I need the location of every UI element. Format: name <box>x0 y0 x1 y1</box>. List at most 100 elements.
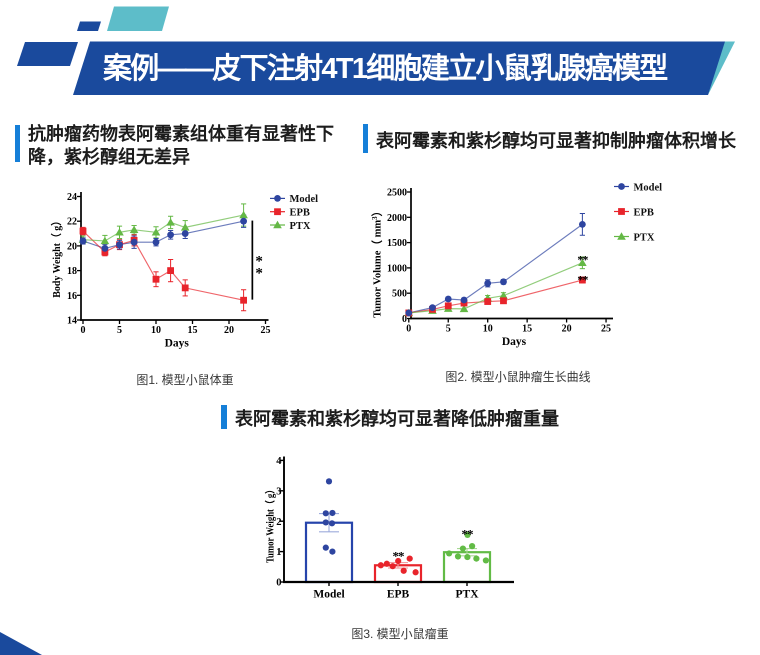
figure2-tumor-volume-chart: 0 500 1000 1500 2000 2500 0 5 10 15 20 25 Days Tumor … <box>371 182 663 348</box>
y-tick-label: 2000 <box>387 213 407 224</box>
marker-triangle <box>100 236 110 245</box>
legend-label-PTX: PTX <box>290 221 311 232</box>
category-label-EPB: EPB <box>387 589 410 601</box>
scatter-dot-PTX <box>469 543 476 550</box>
legend-label-EPB: EPB <box>634 207 654 218</box>
x-axis-title: Days <box>165 338 190 350</box>
figure1-body-weight-chart: 14 16 18 20 22 24 0 5 10 15 20 25 Days Body Weight（ g… <box>50 192 318 350</box>
section1-title-line2: 降，紫杉醇组无差异 <box>28 146 190 167</box>
series-line-PTX <box>82 214 244 242</box>
scatter-dot-Model <box>322 544 329 551</box>
marker-triangle <box>617 232 626 240</box>
y-tick-label: 0 <box>276 578 281 589</box>
x-tick-label: 5 <box>446 324 451 335</box>
significance-stars: * <box>255 266 262 282</box>
marker-triangle <box>129 225 139 234</box>
scatter-dot-EPB <box>395 557 402 565</box>
y-axis-title: Tumor Weight（ g） <box>264 485 277 563</box>
y-tick-label: 2500 <box>387 188 407 199</box>
marker-circle <box>240 217 248 225</box>
marker-square <box>618 208 625 215</box>
marker-circle <box>618 183 625 190</box>
scatter-dot-PTX <box>454 553 462 560</box>
category-label-Model: Model <box>313 589 344 601</box>
marker-triangle <box>151 228 161 236</box>
marker-circle <box>500 278 507 286</box>
y-tick-label: 4 <box>276 456 282 467</box>
x-tick-label: 0 <box>81 325 86 336</box>
scatter-dot-EPB <box>400 567 407 574</box>
x-tick-label: 5 <box>117 325 122 336</box>
header-decoration <box>17 6 735 95</box>
x-tick-label: 10 <box>483 324 493 335</box>
marker-triangle <box>115 228 124 236</box>
y-tick-label: 1000 <box>387 263 407 274</box>
x-tick-label: 25 <box>601 324 611 335</box>
legend-label-Model: Model <box>634 182 663 193</box>
scatter-dot-PTX <box>482 557 489 564</box>
deco-small-parallelogram <box>77 21 101 31</box>
marker-square <box>444 302 452 310</box>
figure2-caption: 图2. 模型小鼠肿瘤生长曲线 <box>445 370 591 384</box>
marker-circle <box>181 230 189 237</box>
marker-circle <box>79 237 87 245</box>
figure3-caption: 图3. 模型小鼠瘤重 <box>351 627 449 641</box>
x-tick-label: 20 <box>562 324 572 335</box>
marker-circle <box>578 220 586 228</box>
marker-circle <box>116 241 123 249</box>
marker-triangle <box>239 210 248 219</box>
scatter-dot-PTX <box>464 553 471 561</box>
x-tick-label: 15 <box>188 325 198 336</box>
y-tick-label: 18 <box>67 266 77 277</box>
deco-teal-parallelogram <box>107 6 169 31</box>
marker-square <box>274 208 281 216</box>
section2-accent-bar <box>363 124 368 153</box>
marker-triangle <box>180 223 190 231</box>
marker-circle <box>444 295 452 303</box>
corner-triangle <box>0 632 42 655</box>
scatter-dot-Model <box>325 478 333 485</box>
figure3-tumor-weight-chart: 0 1 2 3 4 Model EPB PTX Tumor Weight（ g） ** ** <box>264 456 514 601</box>
y-tick-label: 20 <box>67 241 77 252</box>
y-tick-label: 24 <box>67 192 77 203</box>
legend-label-PTX: PTX <box>634 232 655 243</box>
section3-title: 表阿霉素和紫杉醇均可显著降低肿瘤重量 <box>235 408 559 429</box>
section1-accent-bar <box>15 125 20 162</box>
scatter-dot-PTX <box>459 545 466 552</box>
marker-square <box>79 227 87 235</box>
marker-triangle <box>273 220 282 229</box>
scatter-dot-PTX <box>446 550 453 557</box>
section1-title-line1: 抗肿瘤药物表阿霉素组体重有显著性下 <box>28 124 334 144</box>
legend-label-EPB: EPB <box>290 208 310 219</box>
y-tick-label: 3 <box>276 486 281 497</box>
y-axis-title: Tumor Volume（ mm3） <box>371 206 384 318</box>
marker-square <box>484 298 492 305</box>
scatter-dot-EPB <box>412 569 419 576</box>
marker-circle <box>101 244 109 252</box>
y-tick-label: 22 <box>67 217 77 228</box>
x-axis-title: Days <box>502 336 527 348</box>
section1-title: 抗肿瘤药物表阿霉素组体重有显著性下 降，紫杉醇组无差异 <box>28 123 334 168</box>
banner-teal-sliver <box>708 41 735 95</box>
scatter-dot-Model <box>322 510 329 517</box>
scatter-dot-EPB <box>377 562 384 569</box>
bar-Model <box>304 521 354 584</box>
x-tick-label: 10 <box>151 325 161 336</box>
banner-shape <box>73 41 725 95</box>
marker-square <box>181 284 189 292</box>
y-axis-title: Body Weight（ g） <box>50 216 63 298</box>
marker-circle <box>460 296 468 304</box>
slide-title: 案例——皮下注射4T1细胞建立小鼠乳腺癌模型 <box>103 53 668 85</box>
marker-square <box>152 275 160 283</box>
marker-circle <box>152 238 160 246</box>
significance-stars: ** <box>462 526 474 541</box>
significance-stars: ** <box>393 548 405 563</box>
scatter-dot-EPB <box>406 555 413 562</box>
y-tick-label: 0 <box>402 314 407 325</box>
scatter-dot-Model <box>329 548 336 555</box>
marker-circle <box>429 304 436 312</box>
figure1-caption: 图1. 模型小鼠体重 <box>136 373 234 387</box>
corner-triangle-decoration <box>0 632 42 655</box>
x-tick-label: 25 <box>261 325 271 336</box>
marker-circle <box>405 309 413 317</box>
